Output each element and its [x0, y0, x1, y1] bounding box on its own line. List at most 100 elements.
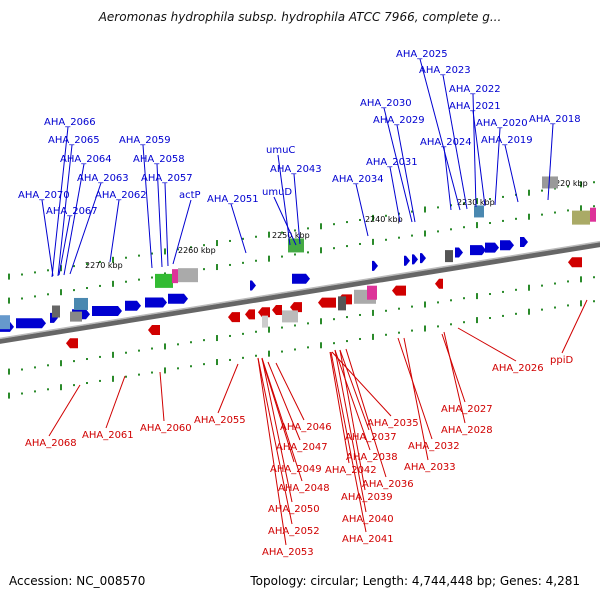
- tick-mark: [216, 264, 218, 271]
- tick-mark: [125, 351, 127, 354]
- tick-mark: [424, 206, 426, 213]
- reverse-gene-label: AHA_2053: [262, 547, 314, 558]
- reverse-leader-line: [261, 357, 303, 482]
- tick-mark: [281, 231, 283, 234]
- tick-mark: [437, 230, 439, 233]
- tick-mark: [307, 251, 309, 254]
- reverse-gene-label: AHA_2048: [278, 483, 330, 494]
- forward-gene-arrow: [455, 247, 463, 258]
- reverse-leader-line: [443, 331, 466, 424]
- forward-gene-label: AHA_2018: [529, 114, 581, 125]
- reverse-gene-label: AHA_2060: [140, 423, 192, 434]
- tick-mark: [216, 335, 218, 342]
- tick-mark: [385, 309, 387, 312]
- tick-mark: [359, 337, 361, 340]
- forward-gene-label: AHA_2019: [481, 135, 533, 146]
- tick-mark: [437, 325, 439, 328]
- cog-block: [542, 176, 558, 189]
- forward-gene-label: AHA_2034: [332, 174, 384, 185]
- tick-mark: [528, 189, 530, 196]
- tick-mark: [242, 356, 244, 359]
- tick-mark: [541, 189, 543, 192]
- tick-mark: [255, 235, 257, 238]
- tick-mark: [99, 379, 101, 382]
- reverse-gene-arrow: [258, 307, 270, 318]
- tick-mark: [99, 355, 101, 358]
- reverse-gene-label: ppiD: [550, 355, 573, 366]
- tick-mark: [125, 256, 127, 259]
- reverse-gene-arrow: [66, 338, 78, 349]
- reverse-leader-line: [48, 384, 81, 437]
- tick-mark: [229, 263, 231, 266]
- tick-mark: [151, 276, 153, 279]
- tick-mark: [229, 334, 231, 337]
- gene-labels: AHA_2066 AHA_2065 AHA_2064 AHA_2063 AHA_2070…: [18, 49, 588, 558]
- tick-mark: [203, 268, 205, 271]
- tick-mark: [580, 276, 582, 283]
- reverse-gene-label: AHA_2038: [346, 452, 398, 463]
- forward-leader-line: [273, 196, 297, 246]
- forward-leader-line: [142, 144, 153, 269]
- tick-mark: [398, 307, 400, 310]
- tick-mark: [60, 265, 62, 272]
- cog-block: [445, 250, 453, 263]
- reverse-leader-line: [267, 361, 301, 441]
- tick-mark: [476, 317, 478, 324]
- tick-mark: [307, 322, 309, 325]
- forward-leader-line: [472, 110, 486, 207]
- tick-mark: [593, 276, 595, 279]
- tick-mark: [151, 371, 153, 374]
- forward-leader-line: [41, 199, 54, 277]
- reverse-leader-line: [257, 357, 293, 525]
- tick-mark: [502, 195, 504, 198]
- scale-label: 2240 kbp: [365, 215, 403, 224]
- tick-mark: [229, 239, 231, 242]
- reverse-gene-label: AHA_2032: [408, 441, 460, 452]
- tick-mark: [385, 214, 387, 217]
- reverse-gene-arrow: [228, 312, 240, 323]
- reverse-leader-line: [441, 333, 466, 403]
- cog-block: [590, 207, 596, 222]
- cog-block: [262, 315, 268, 328]
- reverse-gene-label: AHA_2027: [441, 404, 493, 415]
- tick-mark: [229, 358, 231, 361]
- tick-mark: [73, 289, 75, 292]
- reverse-leader-line: [330, 351, 367, 533]
- forward-leader-line: [547, 123, 554, 201]
- cog-block: [155, 273, 173, 288]
- reverse-gene-arrow: [272, 305, 282, 316]
- tick-mark: [138, 254, 140, 257]
- cog-block: [474, 205, 484, 218]
- forward-leader-line: [293, 173, 301, 245]
- forward-leader-line: [63, 163, 85, 276]
- tick-mark: [385, 333, 387, 336]
- tick-mark: [125, 375, 127, 378]
- cog-block: [172, 269, 178, 284]
- forward-gene-label: AHA_2031: [366, 157, 418, 168]
- tick-mark: [164, 248, 166, 255]
- tick-mark: [502, 219, 504, 222]
- tick-mark: [463, 297, 465, 300]
- reverse-gene-arrow: [148, 325, 160, 336]
- tick-mark: [450, 323, 452, 326]
- tick-mark: [476, 198, 478, 205]
- tick-mark: [99, 260, 101, 263]
- tick-mark: [47, 388, 49, 391]
- tick-mark: [8, 297, 10, 304]
- tick-mark: [333, 342, 335, 345]
- forward-leader-line: [504, 144, 519, 203]
- tick-mark: [60, 384, 62, 391]
- tick-mark: [8, 273, 10, 280]
- tick-mark: [164, 367, 166, 374]
- forward-gene-arrow: [250, 280, 256, 291]
- reverse-gene-label: AHA_2026: [492, 363, 544, 374]
- tick-mark: [437, 301, 439, 304]
- reverse-gene-arrow: [568, 257, 582, 268]
- forward-gene-label: AHA_2070: [18, 190, 70, 201]
- forward-gene-label: AHA_2024: [420, 137, 472, 148]
- tick-mark: [489, 222, 491, 225]
- tick-mark: [86, 382, 88, 385]
- tick-mark: [567, 209, 569, 212]
- tick-mark: [541, 308, 543, 311]
- tick-mark: [268, 326, 270, 333]
